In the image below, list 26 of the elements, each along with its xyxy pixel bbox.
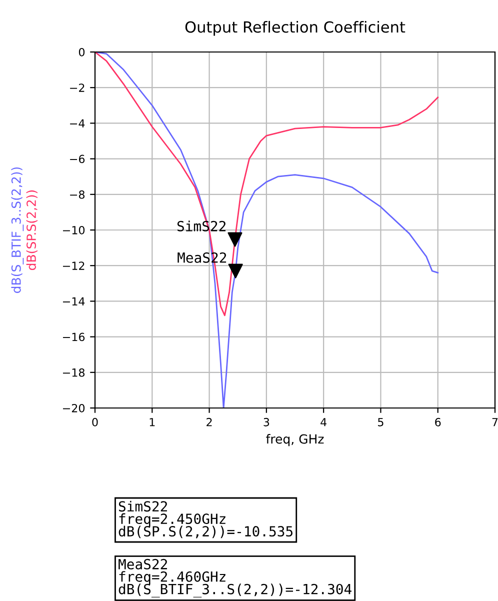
- y-tick-label: −2: [70, 84, 84, 92]
- y-tick-label: −16: [63, 332, 85, 342]
- x-tick-label: 1: [150, 418, 155, 426]
- y-tick-label: −4: [70, 119, 85, 128]
- y-tick-label: −10: [63, 226, 85, 234]
- y-tick-label: −8: [70, 190, 85, 199]
- text: SimS22 freq=2.450GHz dB(SP.S(2,2))=-10.535: [118, 500, 292, 538]
- x-tick-label: 7: [492, 418, 498, 426]
- text: MeaS22 freq=2.460GHz dB(S_BTIF_3..S(2,2))=-12.304: [118, 558, 352, 598]
- text: dB(SP.S(2,2)): [26, 190, 38, 270]
- x-tick-label: 0: [92, 418, 98, 426]
- y-tick-label: −6: [70, 154, 85, 164]
- y-tick-label: −18: [63, 368, 85, 377]
- x-tick-label: 4: [320, 418, 326, 426]
- y-tick-label: −20: [63, 404, 85, 412]
- text: dB(S_BTIF_3..S(2,2)): [11, 167, 24, 293]
- chart-title: Output Reflection Coefficient: [185, 20, 406, 36]
- x-tick-label: 3: [264, 418, 270, 426]
- y-tick-label: −12: [63, 262, 84, 270]
- x-tick-label: 6: [435, 418, 441, 426]
- y-tick-label: 0: [78, 48, 85, 56]
- x-tick-label: 5: [378, 418, 384, 426]
- x-tick-label: 2: [206, 418, 212, 426]
- y-tick-label: −14: [63, 297, 85, 306]
- x-axis-title: freq, GHz: [266, 434, 324, 446]
- line-series: [95, 52, 439, 316]
